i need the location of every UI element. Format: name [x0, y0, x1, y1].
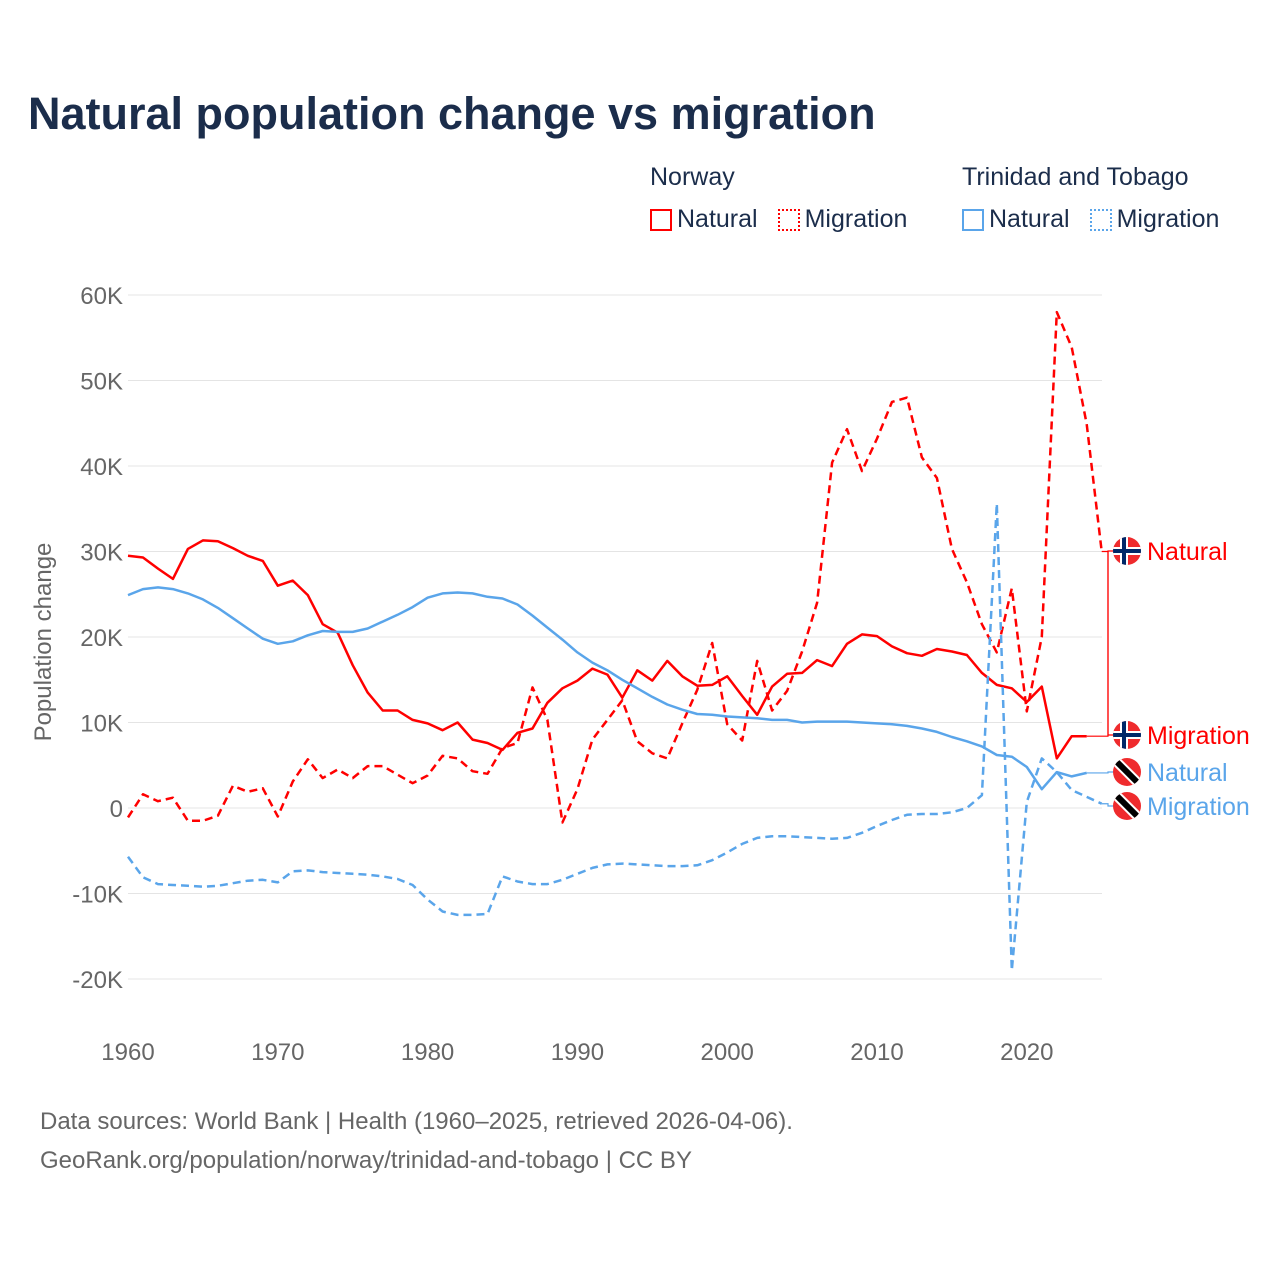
y-tick-label: 30K: [80, 540, 123, 567]
legend-item-norway-migration[interactable]: Migration: [777, 205, 908, 234]
legend-item-tt-migration[interactable]: Migration: [1089, 205, 1220, 234]
label-connector: [1101, 803, 1114, 807]
legend-item-norway-natural[interactable]: Natural: [650, 205, 758, 234]
y-tick-label: 50K: [80, 369, 123, 396]
series-end-label: Migration: [1147, 793, 1250, 821]
solid-swatch-icon: [650, 208, 672, 231]
x-tick-label: 1970: [251, 1039, 304, 1066]
label-connector: [1086, 550, 1114, 737]
y-tick-label: 10K: [80, 711, 123, 738]
dotted-swatch-icon: [777, 208, 800, 231]
y-tick-label: 40K: [80, 454, 123, 481]
legend-tt-items: Natural Migration: [962, 205, 1219, 234]
x-tick-label: 2020: [1000, 1039, 1053, 1066]
label-connector: [1101, 550, 1114, 736]
x-tick-label: 1990: [551, 1039, 604, 1066]
legend-norway-items: Natural Migration: [650, 205, 907, 234]
x-tick-label: 1960: [101, 1039, 154, 1066]
trinidad-flag-icon: [1113, 792, 1141, 820]
legend-label: Natural: [677, 205, 758, 233]
series-end-label: Natural: [1147, 759, 1228, 787]
y-tick-label: -10K: [72, 882, 123, 909]
x-tick-label: 2000: [701, 1039, 754, 1066]
series-end-label: Migration: [1147, 722, 1250, 750]
y-tick-label: 60K: [80, 283, 123, 310]
x-tick-label: 1980: [401, 1039, 454, 1066]
y-tick-label: 20K: [80, 625, 123, 652]
trinidad-flag-icon: [1113, 758, 1141, 786]
legend-item-tt-natural[interactable]: Natural: [962, 205, 1070, 234]
norway-flag-icon: [1113, 721, 1141, 749]
solid-swatch-icon: [962, 208, 984, 231]
series-end-label: Natural: [1147, 538, 1228, 566]
footer-url[interactable]: GeoRank.org/population/norway/trinidad-a…: [40, 1147, 692, 1174]
chart-title: Natural population change vs migration: [28, 88, 876, 139]
y-axis-label: Population change: [30, 543, 57, 742]
norway-flag-icon: [1113, 537, 1141, 565]
label-connector: [1086, 771, 1114, 774]
x-tick-label: 2010: [850, 1039, 903, 1066]
dotted-swatch-icon: [1089, 208, 1112, 231]
series-line-norway-migration[interactable]: [126, 310, 1103, 824]
legend-label: Migration: [804, 205, 908, 233]
series-line-trinidad-and-tobago-natural[interactable]: [127, 586, 1087, 791]
series-line-norway-natural[interactable]: [127, 539, 1087, 760]
legend-group-tt: Trinidad and Tobago: [962, 163, 1189, 191]
y-tick-label: 0: [110, 796, 123, 823]
footer-sources: Data sources: World Bank | Health (1960–…: [40, 1108, 793, 1135]
legend-group-norway: Norway: [650, 163, 735, 191]
legend-label: Migration: [1116, 205, 1220, 233]
legend-label: Natural: [989, 205, 1070, 233]
y-tick-label: -20K: [72, 967, 123, 994]
